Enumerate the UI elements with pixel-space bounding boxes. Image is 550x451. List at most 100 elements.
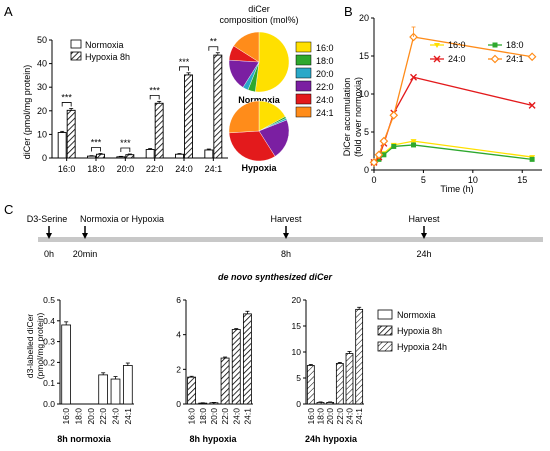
chart-c2-bar: [220, 357, 230, 405]
chart-c2-ytick-label: 4: [176, 330, 181, 340]
chart-c2-ytick-label: 0: [176, 399, 181, 409]
panel-b-ylabel-line2: (fold over normoxia): [353, 77, 363, 157]
series-point-18-0: [529, 156, 535, 162]
series-point-24-1: [527, 52, 537, 62]
pie-legend-swatch: [295, 54, 312, 66]
timeline-arrow-head: [283, 233, 289, 239]
chart-c1-title: 8h normoxia: [57, 434, 112, 444]
pie-legend-label: 20:0: [316, 69, 334, 79]
pie-legend-label: 18:0: [316, 56, 334, 66]
panel-b-xtick-label: 10: [468, 175, 478, 185]
timeline-bar: [38, 237, 543, 242]
panel-c-ylabel-line2: (pmol/mg protein): [35, 313, 45, 380]
bar-hypoxia-8h: [213, 54, 223, 159]
chart-c3-ytick-label: 10: [292, 347, 302, 357]
chart-c1-bar: [61, 324, 72, 405]
chart-c1-ytick-label: 0.1: [43, 378, 55, 388]
chart-c1-ytick-label: 0.4: [43, 316, 55, 326]
chart-c1-xtick-label: 24:0: [111, 408, 121, 425]
panel-c-ylabel-line1: d3-labelled diCer: [25, 314, 35, 378]
pie-legend-swatch: [295, 80, 312, 92]
panel-b-ytick-label: 5: [364, 127, 369, 137]
significance-bracket: [179, 66, 189, 71]
timeline-time-label: 20min: [73, 249, 98, 259]
panel-b-legend-marker: [492, 42, 498, 48]
panel-b-legend-label: 24:0: [448, 54, 466, 64]
panel-a-ytick-label: 40: [37, 59, 47, 69]
series-point-18-0: [411, 142, 417, 148]
pie-hypoxia-label: Hypoxia: [241, 163, 277, 173]
pie-hypoxia-slice-22-0: [258, 119, 290, 157]
bar-normoxia: [87, 155, 96, 159]
series-point-24-1: [379, 136, 389, 146]
pie-legend-swatch: [295, 93, 312, 105]
series-point-24-0: [528, 101, 536, 109]
chart-c3-bar: [355, 308, 364, 405]
timeline-arrow-head: [46, 233, 52, 239]
significance-bracket: [120, 147, 131, 152]
pie-title-line2: composition (mol%): [219, 15, 298, 25]
bar-hypoxia-8h: [154, 102, 164, 159]
pie-legend-label: 24:1: [316, 108, 334, 118]
chart-c1-xtick-label: 22:0: [98, 408, 108, 425]
legend-c-label-normoxia: Normoxia: [397, 310, 436, 320]
legend-c-swatch-normoxia: [377, 309, 393, 320]
chart-c3-title: 24h hypoxia: [305, 434, 358, 444]
chart-c3-ytick-label: 5: [296, 373, 301, 383]
chart-c1-bar: [110, 378, 121, 405]
chart-c3-xtick-label: 20:0: [325, 408, 335, 425]
chart-c2-bar: [209, 402, 219, 405]
panel-b-legend-label: 18:0: [506, 40, 524, 50]
chart-c2-xtick-label: 24:1: [242, 408, 252, 425]
chart-c1-bar: [98, 374, 109, 405]
series-point-18-0: [381, 152, 387, 158]
significance-label: ***: [91, 138, 102, 148]
panel-a-legend: Normoxia Hypoxia 8h: [70, 39, 130, 62]
chart-c2-ytick-label: 6: [176, 295, 181, 305]
panel-b-legend-marker: [433, 55, 441, 63]
significance-bracket: [61, 102, 72, 107]
chart-c2-title: 8h hypoxia: [189, 434, 237, 444]
chart-c3-bar: [316, 402, 325, 405]
chart-c1-xtick-label: 16:0: [61, 408, 71, 425]
panel-b-ytick-label: 20: [359, 13, 369, 23]
chart-c2-bar: [187, 376, 197, 405]
legend-c-label-hypoxia24: Hypoxia 24h: [397, 342, 447, 352]
chart-c1-ytick-label: 0.0: [43, 399, 55, 409]
panel-label-c: C: [4, 202, 13, 217]
panel-a-bar-chart: diCer (pmol/mg protein) Normoxia Hypoxia…: [22, 35, 228, 174]
significance-label: ***: [149, 85, 160, 95]
panel-c-legend: Normoxia Hypoxia 8h Hypoxia 24h: [377, 309, 447, 352]
legend-c-swatch-hypoxia24: [377, 341, 393, 352]
panel-b-xtick-label: 15: [517, 175, 527, 185]
panel-b-xlabel: Time (h): [440, 184, 473, 194]
panel-a-ytick-label: 10: [37, 129, 47, 139]
panel-b-line-chart: DiCer accumulation (fold over normoxia) …: [342, 13, 542, 194]
chart-c3-xtick-label: 24:1: [354, 408, 364, 425]
section-c-title: de novo synthesized diCer: [218, 272, 333, 282]
bar-hypoxia-8h: [66, 109, 76, 159]
chart-c1-xtick-label: 24:1: [123, 408, 133, 425]
panel-b-ylabel-line1: DiCer accumulation: [342, 78, 352, 157]
pie-normoxia-slice-16-0: [255, 31, 290, 93]
pie-normoxia-slice-24-1: [233, 31, 260, 63]
bar-normoxia: [57, 132, 67, 159]
chart-c2-xtick-label: 18:0: [198, 408, 208, 425]
panel-c-bar-charts: d3-labelled diCer (pmol/mg protein) 8h n…: [25, 295, 447, 444]
chart-c2-xtick-label: 24:0: [231, 408, 241, 425]
chart-c1-xtick-label: 18:0: [74, 408, 84, 425]
chart-c3-bar: [326, 402, 335, 405]
pie-legend-swatch: [295, 106, 312, 118]
timeline-time-label: 24h: [416, 249, 431, 259]
chart-c3-ytick-label: 15: [292, 321, 302, 331]
chart-c3-bar: [345, 353, 354, 405]
chart-c3-xtick-label: 22:0: [335, 408, 345, 425]
significance-bracket: [149, 94, 160, 100]
chart-c1-ytick-label: 0.2: [43, 357, 55, 367]
chart-c2-xtick-label: 16:0: [187, 408, 197, 425]
bar-normoxia: [204, 149, 214, 159]
panel-b-legend-label: 16:0: [448, 40, 466, 50]
panel-b-ytick-label: 10: [359, 89, 369, 99]
chart-c2-xtick-label: 20:0: [209, 408, 219, 425]
